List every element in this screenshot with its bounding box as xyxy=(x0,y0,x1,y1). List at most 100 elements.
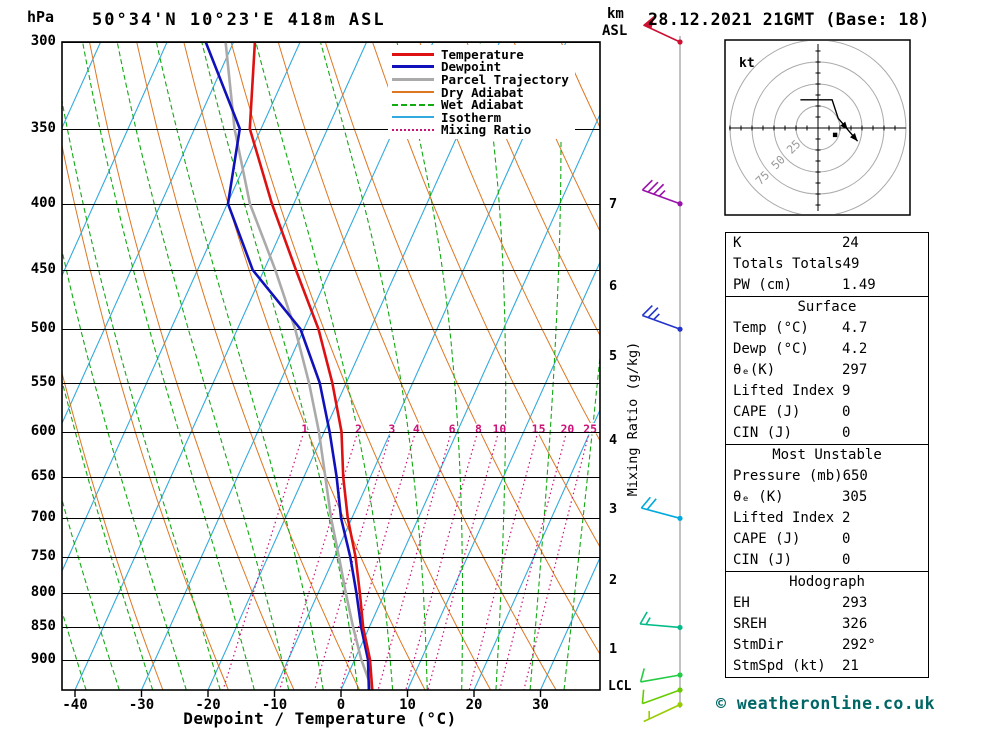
wind-barb xyxy=(641,687,683,705)
legend-item: Temperature xyxy=(392,46,569,62)
wind-barb-station-dot xyxy=(677,515,683,521)
legend-item: Dry Adiabat xyxy=(392,84,569,100)
temperature-tick-label: 10 xyxy=(399,697,416,713)
wind-barb-station-dot xyxy=(677,687,683,693)
wind-barb-column xyxy=(639,15,683,723)
stats-section: Most Unstable Pressure (mb) 650 θₑ (K) 305 Li… xyxy=(725,444,929,572)
km-tick-label: 6 xyxy=(609,278,618,295)
stat-row: Lifted Index 2 xyxy=(726,508,928,529)
stats-section: Surface Temp (°C) 4.7 Dewp (°C) 4.2 θₑ(K) 297 L… xyxy=(725,296,929,445)
legend-line-sample xyxy=(392,103,434,106)
legend-item-label: Parcel Trajectory xyxy=(441,71,569,87)
stat-row: K 24 xyxy=(726,233,928,254)
stat-value: 4.2 xyxy=(842,341,868,357)
temperature-tick-label: -40 xyxy=(62,697,88,713)
legend-item: Parcel Trajectory xyxy=(392,71,569,87)
legend-item: Wet Adiabat xyxy=(392,97,569,113)
wind-barb-station-dot xyxy=(677,39,683,45)
stat-label: CAPE (J) xyxy=(733,531,801,547)
mixing-ratio-value-label: 3 xyxy=(388,422,395,436)
legend-item-label: Isotherm xyxy=(441,109,502,125)
datetime-title: 28.12.2021 21GMT (Base: 18) xyxy=(648,10,930,29)
pressure-tick-label: 750 xyxy=(30,548,56,565)
stat-label: Lifted Index xyxy=(733,383,835,399)
stat-value: 0 xyxy=(842,552,851,568)
stat-label: Dewp (°C) xyxy=(733,341,809,357)
legend-item-label: Dry Adiabat xyxy=(441,84,524,100)
wind-barb-station-dot xyxy=(677,672,683,678)
legend-line-sample xyxy=(392,77,434,81)
stat-value: 24 xyxy=(842,235,859,251)
pressure-tick-label: 500 xyxy=(30,320,56,337)
isotherms xyxy=(62,42,600,690)
wind-barb-station-dot xyxy=(677,624,683,631)
stat-label: θₑ(K) xyxy=(733,362,776,378)
stat-label: θₑ (K) xyxy=(733,489,784,505)
stat-value: 0 xyxy=(842,425,851,441)
stat-value: 1.49 xyxy=(842,277,876,293)
station-title: 50°34'N 10°23'E 418m ASL xyxy=(92,10,386,30)
wind-barb xyxy=(641,305,683,332)
mixing-ratio-value-label: 8 xyxy=(475,422,482,436)
stat-row: Pressure (mb) 650 xyxy=(726,466,928,487)
pressure-tick-label: 900 xyxy=(30,650,56,667)
legend-line-sample xyxy=(392,128,434,131)
stat-row: Dewp (°C) 4.2 xyxy=(726,339,928,360)
x-tick-marks xyxy=(74,690,542,697)
stat-value: 0 xyxy=(842,531,851,547)
km-tick-label: 4 xyxy=(609,431,618,448)
stat-row: θₑ(K) 297 xyxy=(726,360,928,381)
mixing-ratio-value-label: 2 xyxy=(355,422,362,436)
legend-item-label: Wet Adiabat xyxy=(441,97,524,113)
legend-item: Mixing Ratio xyxy=(392,122,569,138)
stat-label: CIN (J) xyxy=(733,552,793,568)
stat-row: Totals Totals 49 xyxy=(726,254,928,275)
temperature-tick-label: -20 xyxy=(195,697,221,713)
legend-item-label: Temperature xyxy=(441,46,524,62)
dewpoint-curve xyxy=(204,42,371,690)
mixing-ratio-value-label: 20 xyxy=(560,422,574,436)
legend-line-sample xyxy=(392,116,434,119)
stat-row: StmSpd (kt) 21 xyxy=(726,656,928,677)
legend-item-label: Mixing Ratio xyxy=(441,122,532,138)
pressure-tick-label: 450 xyxy=(30,260,56,277)
wind-barb-station-dot xyxy=(677,326,683,332)
stat-row: CIN (J) 0 xyxy=(726,550,928,571)
storm-motion-marker xyxy=(832,132,838,138)
dry-adiabats xyxy=(62,42,600,690)
legend-line-sample xyxy=(392,91,434,94)
stat-label: Lifted Index xyxy=(733,510,835,526)
stat-value: 2 xyxy=(842,510,851,526)
legend-line-sample xyxy=(392,65,434,69)
legend-item: Dewpoint xyxy=(392,59,569,74)
plot-border xyxy=(61,41,601,691)
km-tick-label: 3 xyxy=(609,501,618,518)
stats-section: Hodograph EH 293 SREH 326 StmDir 292° StmSpd (k… xyxy=(725,571,929,678)
hodograph-mid-arrow xyxy=(840,121,848,130)
stat-value: 650 xyxy=(842,468,868,484)
temperature-tick-label: 30 xyxy=(532,697,549,713)
hodograph-trace xyxy=(800,99,859,142)
stat-label: PW (cm) xyxy=(733,277,793,293)
stat-label: Pressure (mb) xyxy=(733,468,843,484)
wind-barb xyxy=(642,15,683,45)
stat-row: EH 293 xyxy=(726,593,928,614)
stat-value: 305 xyxy=(842,489,868,505)
wind-barb-station-dot xyxy=(677,702,683,708)
stat-value: 292° xyxy=(842,637,876,653)
stat-row: SREH 326 xyxy=(726,614,928,635)
stats-section: K 24 Totals Totals 49 PW (cm) 1.49 xyxy=(725,232,929,297)
stat-row: PW (cm) 1.49 xyxy=(726,275,928,296)
temperature-tick-label: -30 xyxy=(128,697,155,713)
stat-label: K xyxy=(733,235,742,251)
hodograph-trace-arrow xyxy=(850,133,858,142)
stat-value: 4.7 xyxy=(842,320,868,336)
pressure-tick-label: 650 xyxy=(30,467,56,484)
stat-label: Totals Totals xyxy=(733,256,843,272)
temperature-tick-label: -10 xyxy=(261,697,288,713)
wind-barb xyxy=(640,496,683,521)
stat-value: 21 xyxy=(842,658,859,674)
copyright-footer: © weatheronline.co.uk xyxy=(716,694,936,713)
km-tick-label: 7 xyxy=(609,196,618,213)
